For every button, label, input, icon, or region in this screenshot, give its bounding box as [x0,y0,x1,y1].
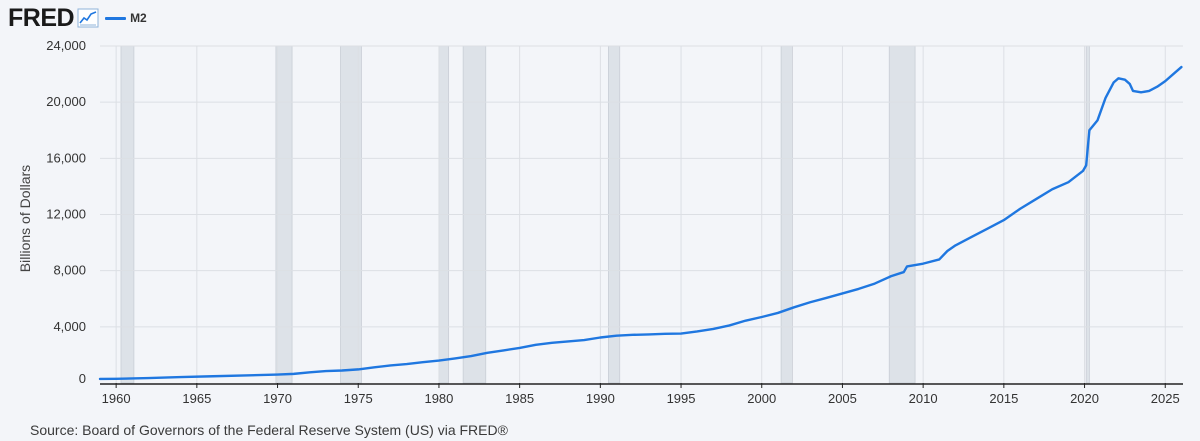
x-tick-label: 1980 [424,391,453,406]
legend-item-m2[interactable]: M2 [105,11,147,25]
chart-header: FRED M2 [8,4,147,32]
y-tick-label: 8,000 [53,263,86,278]
legend-label: M2 [130,11,147,25]
fred-logo[interactable]: FRED [8,3,75,32]
x-tick-label: 1960 [102,391,131,406]
y-tick-label: 16,000 [46,150,86,165]
x-tick-label: 2015 [989,391,1018,406]
y-tick-label: 4,000 [53,319,86,334]
x-tick-label: 1975 [344,391,373,406]
x-tick-label: 1985 [505,391,534,406]
y-axis-title: Billions of Dollars [17,165,33,272]
x-tick-label: 2005 [828,391,857,406]
y-tick-label: 0 [79,371,86,386]
x-axis-ticks: 1960 1965 1970 1975 1980 1985 1990 1995 2000 2005… [102,383,1180,406]
y-tick-label: 20,000 [46,94,86,109]
x-tick-label: 1995 [667,391,696,406]
x-tick-label: 2025 [1151,391,1180,406]
y-axis-ticks: 0 4,000 8,000 12,000 16,000 20,000 24,000 [46,38,86,386]
y-tick-label: 24,000 [46,38,86,53]
x-tick-label: 2000 [747,391,776,406]
y-tick-label: 12,000 [46,207,86,222]
x-tick-label: 2010 [909,391,938,406]
legend-swatch [105,16,127,20]
line-chart: 0 4,000 8,000 12,000 16,000 20,000 24,000 1960… [17,38,1183,406]
gridlines [100,45,1183,383]
source-note: Source: Board of Governors of the Federa… [30,422,508,438]
x-tick-label: 1970 [263,391,292,406]
line-graph-icon [77,8,99,28]
series-line-m2[interactable] [98,65,1183,381]
x-tick-label: 1990 [586,391,615,406]
x-tick-label: 1965 [182,391,211,406]
x-tick-label: 2020 [1070,391,1099,406]
